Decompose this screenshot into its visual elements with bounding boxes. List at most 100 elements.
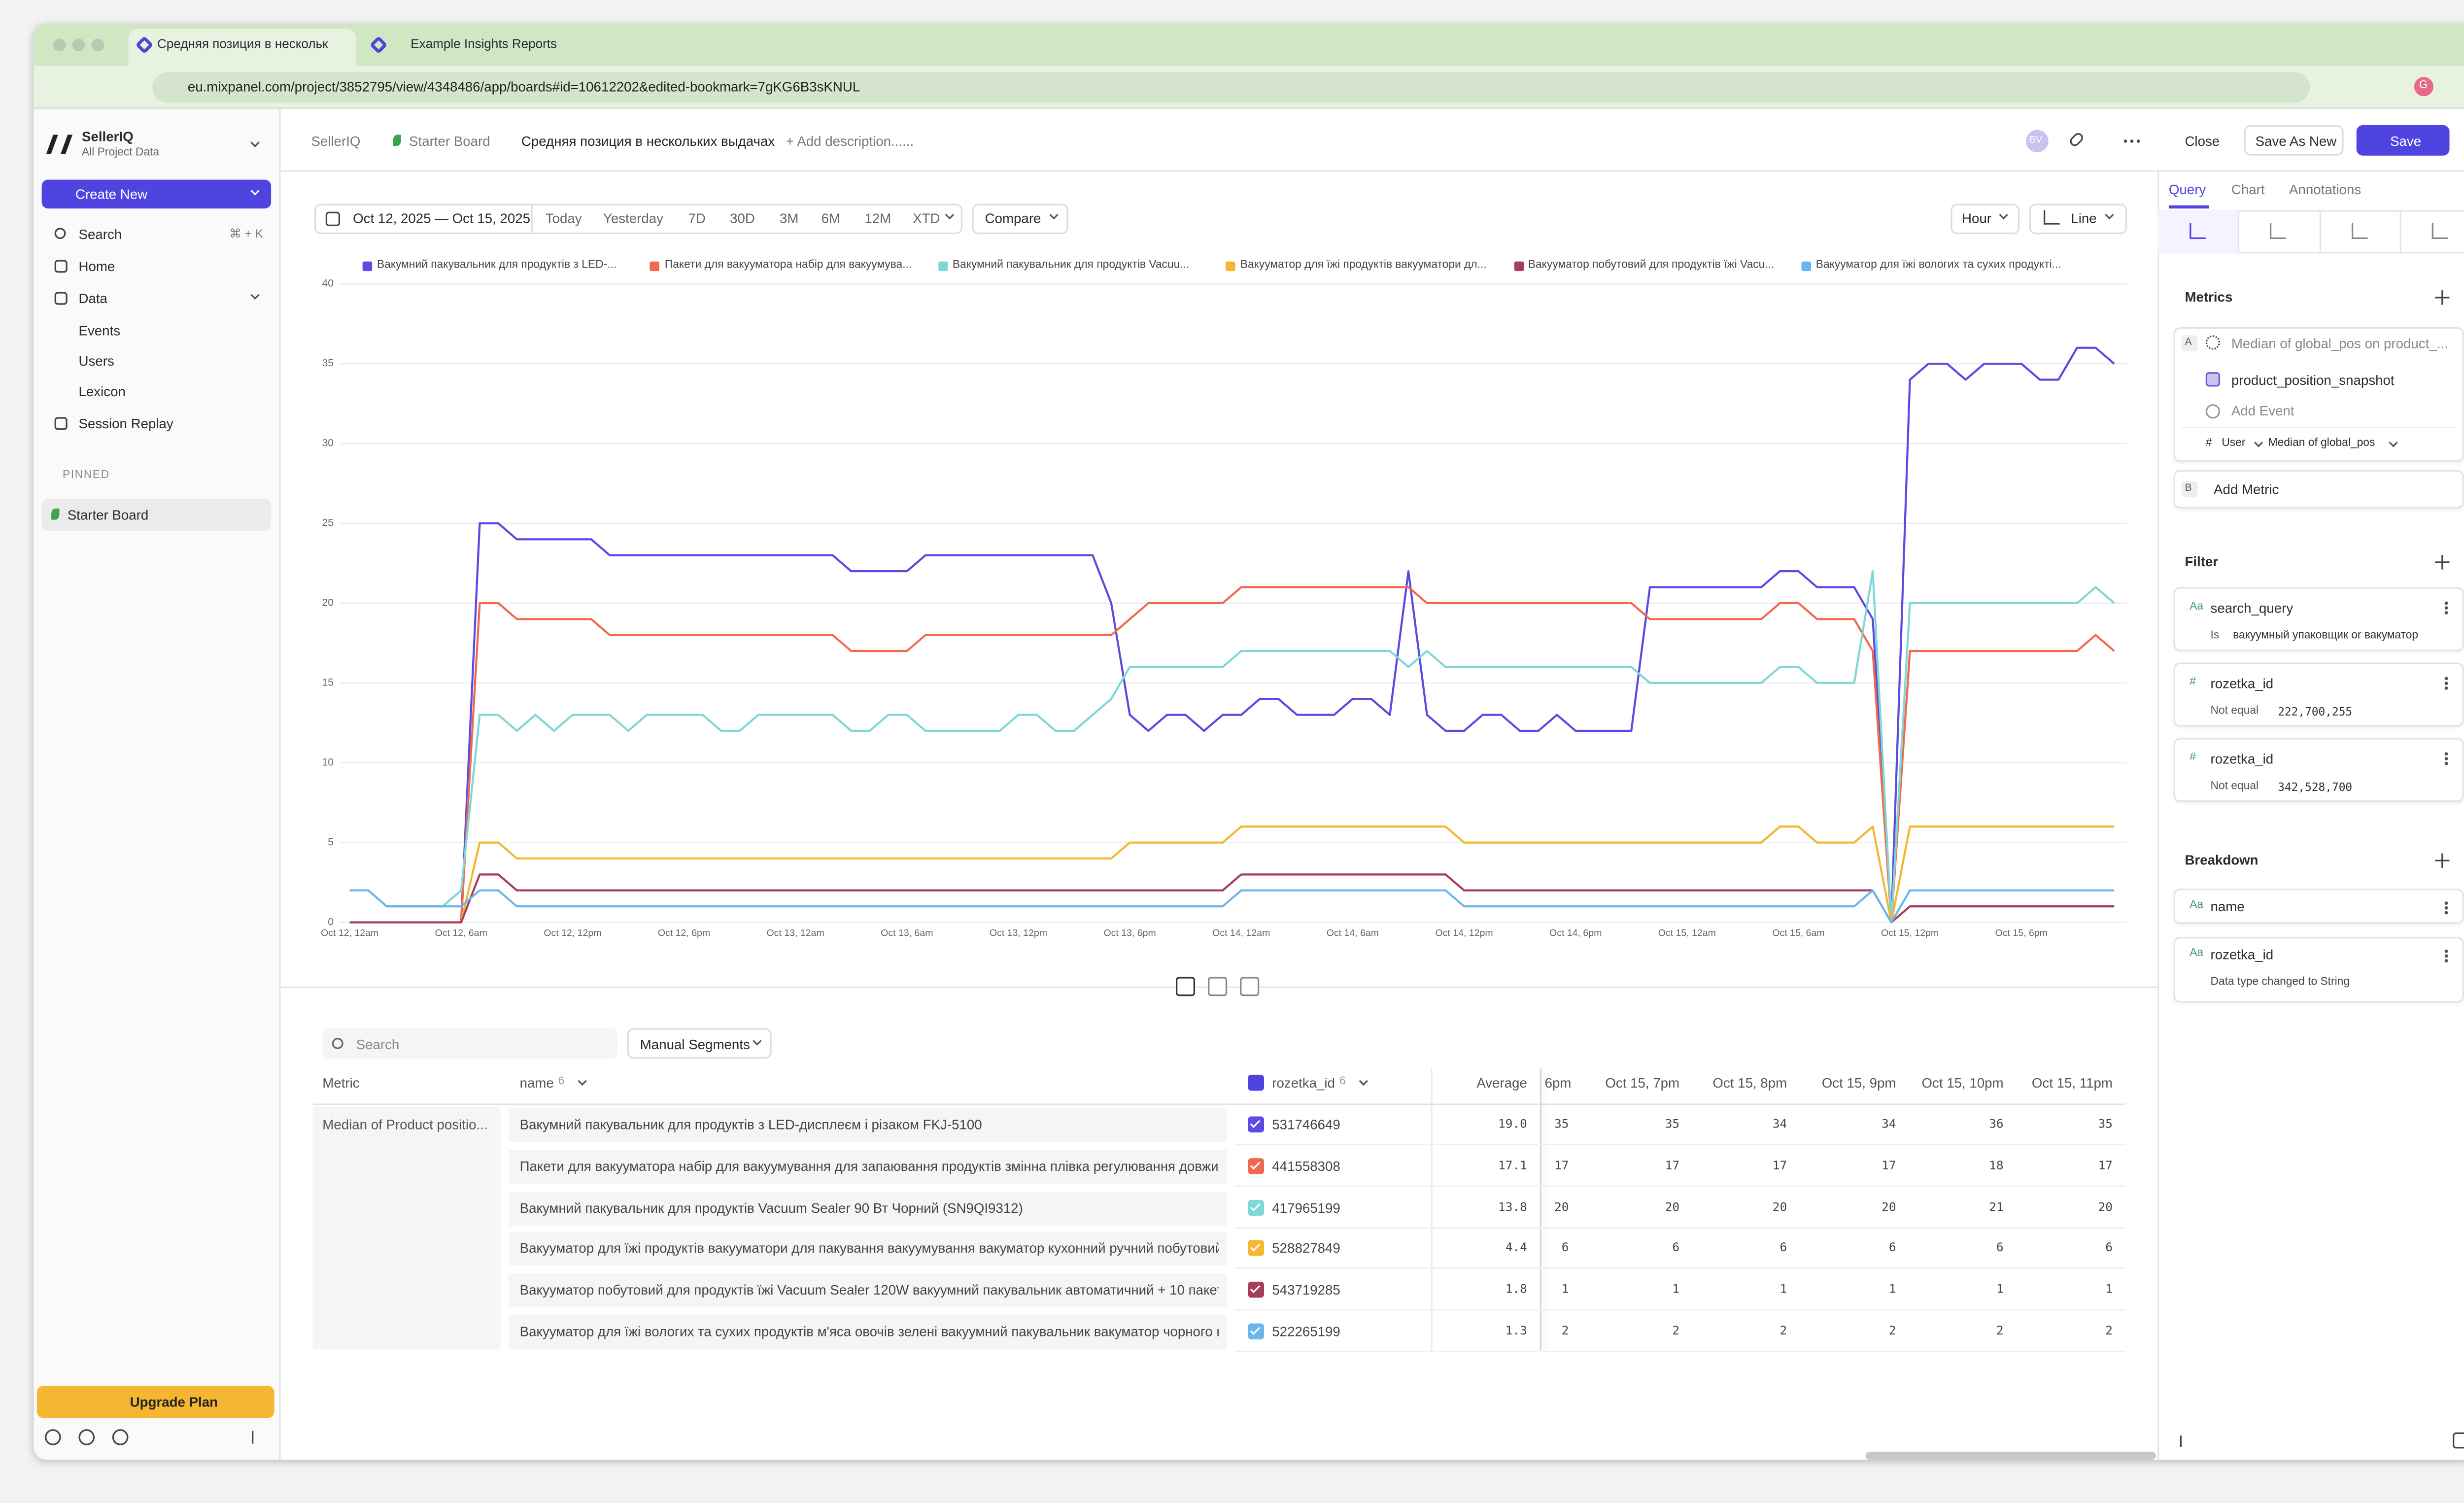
header-cell[interactable]: Oct 15, 9pm bbox=[1821, 1074, 1896, 1091]
header-cell[interactable]: name bbox=[519, 1074, 554, 1091]
menu-dot[interactable] bbox=[2444, 606, 2447, 609]
chart-kind-tab[interactable] bbox=[2237, 210, 2320, 254]
chart-kind-tab[interactable] bbox=[2399, 210, 2464, 254]
plus-icon[interactable] bbox=[2441, 290, 2443, 305]
collapse-panel-icon[interactable] bbox=[2170, 1435, 2182, 1447]
add-event[interactable]: Add Event bbox=[2231, 403, 2294, 419]
window-control[interactable] bbox=[53, 38, 66, 52]
menu-dot[interactable] bbox=[2444, 950, 2447, 953]
nav-item[interactable]: Lexicon bbox=[78, 383, 126, 400]
row-checkbox[interactable] bbox=[1248, 1323, 1265, 1340]
row-checkbox[interactable] bbox=[1248, 1116, 1265, 1133]
measure-user[interactable]: User bbox=[2222, 438, 2246, 449]
save-as-new-button[interactable] bbox=[2244, 125, 2344, 156]
breadcrumb[interactable]: Starter Board bbox=[409, 133, 490, 149]
menu-dot[interactable] bbox=[2444, 757, 2447, 760]
chart-kind-tab[interactable] bbox=[2157, 210, 2240, 254]
breadcrumb[interactable]: SellerIQ bbox=[311, 133, 361, 149]
measure-aggregation[interactable]: Median of global_pos bbox=[2268, 438, 2375, 449]
chart-kind-tab[interactable] bbox=[2319, 210, 2401, 254]
pinned-active[interactable] bbox=[41, 499, 272, 531]
metric-event[interactable]: product_position_snapshot bbox=[2231, 372, 2395, 388]
tab-title[interactable]: Example Insights Reports bbox=[411, 36, 557, 52]
panel-tab[interactable]: Query bbox=[2168, 181, 2206, 198]
menu-dot[interactable] bbox=[2444, 911, 2447, 914]
header-cell[interactable]: Oct 15, 10pm bbox=[1921, 1074, 2004, 1091]
create-button[interactable] bbox=[41, 179, 272, 209]
window-control[interactable] bbox=[91, 38, 104, 52]
interval-button[interactable] bbox=[1951, 204, 2020, 235]
nav-item[interactable]: Session Replay bbox=[78, 415, 173, 432]
menu-dot[interactable] bbox=[2444, 611, 2447, 614]
filter-card[interactable] bbox=[2173, 662, 2464, 727]
window-control[interactable] bbox=[72, 38, 85, 52]
menu-dot[interactable] bbox=[2444, 682, 2447, 684]
row-checkbox[interactable] bbox=[1248, 1158, 1265, 1174]
range-option[interactable]: Today bbox=[545, 210, 582, 226]
scrollbar[interactable] bbox=[1865, 1451, 2156, 1460]
chart-type-button[interactable] bbox=[2029, 204, 2127, 235]
upgrade-button[interactable] bbox=[36, 1386, 274, 1418]
footer-icon[interactable] bbox=[78, 1429, 95, 1445]
layout-button[interactable] bbox=[1240, 977, 1260, 996]
search[interactable]: Search bbox=[78, 226, 122, 242]
range-option[interactable]: 30D bbox=[730, 210, 755, 226]
close-button[interactable]: Close bbox=[2185, 133, 2220, 149]
address-bar[interactable] bbox=[152, 72, 2310, 103]
menu-dot[interactable] bbox=[2444, 762, 2447, 765]
nav-item[interactable]: Users bbox=[78, 353, 114, 369]
header-cell[interactable]: Average bbox=[1476, 1074, 1527, 1091]
breakdown-card[interactable] bbox=[2173, 936, 2464, 1003]
panel-tab[interactable]: Chart bbox=[2231, 181, 2265, 198]
tab[interactable] bbox=[128, 29, 356, 66]
save-button[interactable] bbox=[2356, 125, 2450, 156]
header-checkbox[interactable] bbox=[1248, 1074, 1265, 1091]
menu-dot[interactable] bbox=[2444, 954, 2447, 957]
nav-item[interactable]: Home bbox=[78, 258, 115, 274]
legend-label[interactable]: Вакумний пакувальник для продуктів Vacuu… bbox=[952, 260, 1190, 272]
range-option[interactable]: 6M bbox=[821, 210, 841, 226]
compare-button[interactable] bbox=[972, 204, 1068, 235]
layout-button[interactable] bbox=[1208, 977, 1228, 996]
legend-label[interactable]: Вакууматор для їжі вологих та сухих прод… bbox=[1815, 260, 2061, 272]
nav-item[interactable]: Events bbox=[78, 322, 121, 339]
panel-tab[interactable]: Annotations bbox=[2289, 181, 2361, 198]
header-cell[interactable]: Oct 15, 7pm bbox=[1605, 1074, 1680, 1091]
menu-dot[interactable] bbox=[2444, 601, 2447, 604]
legend-label[interactable]: Вакумний пакувальник для продуктів з LED… bbox=[376, 260, 617, 272]
legend-label[interactable]: Пакети для вакууматора набір для вакууму… bbox=[664, 260, 912, 272]
row-checkbox[interactable] bbox=[1248, 1282, 1265, 1298]
nav-item[interactable]: Data bbox=[78, 290, 107, 307]
row-checkbox[interactable] bbox=[1248, 1240, 1265, 1257]
header-cell[interactable]: Oct 15, 11pm bbox=[2031, 1074, 2113, 1091]
collapse-icon[interactable] bbox=[252, 1431, 265, 1444]
header-cell[interactable]: Oct 15, 8pm bbox=[1712, 1074, 1787, 1091]
range-option[interactable]: 3M bbox=[779, 210, 799, 226]
filter-card[interactable] bbox=[2173, 738, 2464, 802]
menu-dot[interactable] bbox=[2444, 959, 2447, 962]
metric-card[interactable] bbox=[2173, 470, 2464, 509]
footer-icon[interactable] bbox=[45, 1429, 61, 1445]
range-option[interactable]: 12M bbox=[864, 210, 891, 226]
add-description[interactable]: + Add description...... bbox=[786, 133, 914, 149]
header-cell[interactable]: rozetka_id bbox=[1272, 1074, 1335, 1091]
breadcrumb[interactable]: Средняя позиция в нескольких выдачах bbox=[521, 133, 775, 149]
plus-icon[interactable] bbox=[2441, 555, 2443, 570]
row-checkbox[interactable] bbox=[1248, 1199, 1265, 1216]
breakdown-card[interactable] bbox=[2173, 888, 2464, 924]
toggle-panel-icon[interactable] bbox=[2453, 1432, 2464, 1449]
menu-dot[interactable] bbox=[2444, 752, 2447, 755]
range-option[interactable]: 7D bbox=[688, 210, 706, 226]
segments-button[interactable] bbox=[627, 1028, 772, 1059]
legend-label[interactable]: Вакууматор побутовий для продуктів їжі V… bbox=[1528, 260, 1775, 272]
date-picker[interactable] bbox=[314, 204, 533, 235]
range-option[interactable]: XTD bbox=[913, 210, 940, 226]
header-cell[interactable]: 6pm bbox=[1544, 1074, 1572, 1091]
menu-dot[interactable] bbox=[2444, 901, 2447, 904]
menu-dot[interactable] bbox=[2444, 677, 2447, 680]
menu-dot[interactable] bbox=[2444, 906, 2447, 909]
menu-dot[interactable] bbox=[2444, 686, 2447, 689]
layout-button[interactable] bbox=[1175, 977, 1196, 996]
range-option[interactable]: Yesterday bbox=[603, 210, 663, 226]
table-search[interactable] bbox=[322, 1028, 618, 1059]
